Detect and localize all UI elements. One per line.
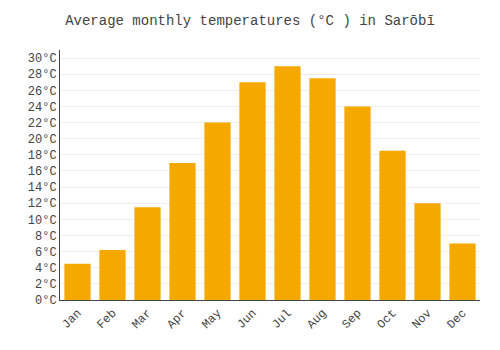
svg-text:Sep: Sep bbox=[339, 307, 364, 332]
svg-text:28°C: 28°C bbox=[28, 68, 57, 82]
svg-text:Nov: Nov bbox=[409, 307, 434, 332]
svg-text:6°C: 6°C bbox=[35, 246, 57, 260]
svg-text:Average monthly temperatures (: Average monthly temperatures (°C ) in Sa… bbox=[65, 13, 435, 29]
svg-text:14°C: 14°C bbox=[28, 181, 57, 195]
svg-text:Dec: Dec bbox=[444, 307, 469, 332]
svg-text:Oct: Oct bbox=[374, 307, 399, 332]
svg-text:2°C: 2°C bbox=[35, 278, 57, 292]
svg-text:16°C: 16°C bbox=[28, 165, 57, 179]
svg-text:24°C: 24°C bbox=[28, 101, 57, 115]
svg-text:18°C: 18°C bbox=[28, 149, 57, 163]
svg-text:4°C: 4°C bbox=[35, 262, 57, 276]
svg-text:26°C: 26°C bbox=[28, 85, 57, 99]
svg-text:12°C: 12°C bbox=[28, 197, 57, 211]
svg-text:8°C: 8°C bbox=[35, 230, 57, 244]
svg-text:Feb: Feb bbox=[94, 307, 119, 332]
svg-text:20°C: 20°C bbox=[28, 133, 57, 147]
svg-text:10°C: 10°C bbox=[28, 214, 57, 228]
svg-text:Jan: Jan bbox=[59, 307, 84, 332]
svg-text:Aug: Aug bbox=[304, 307, 329, 332]
svg-text:Apr: Apr bbox=[164, 307, 189, 332]
svg-text:Jul: Jul bbox=[269, 307, 294, 332]
svg-text:0°C: 0°C bbox=[35, 294, 57, 308]
svg-text:May: May bbox=[199, 307, 224, 332]
svg-text:Mar: Mar bbox=[129, 307, 154, 332]
svg-text:22°C: 22°C bbox=[28, 117, 57, 131]
svg-text:30°C: 30°C bbox=[28, 52, 57, 66]
svg-text:Jun: Jun bbox=[234, 307, 259, 332]
